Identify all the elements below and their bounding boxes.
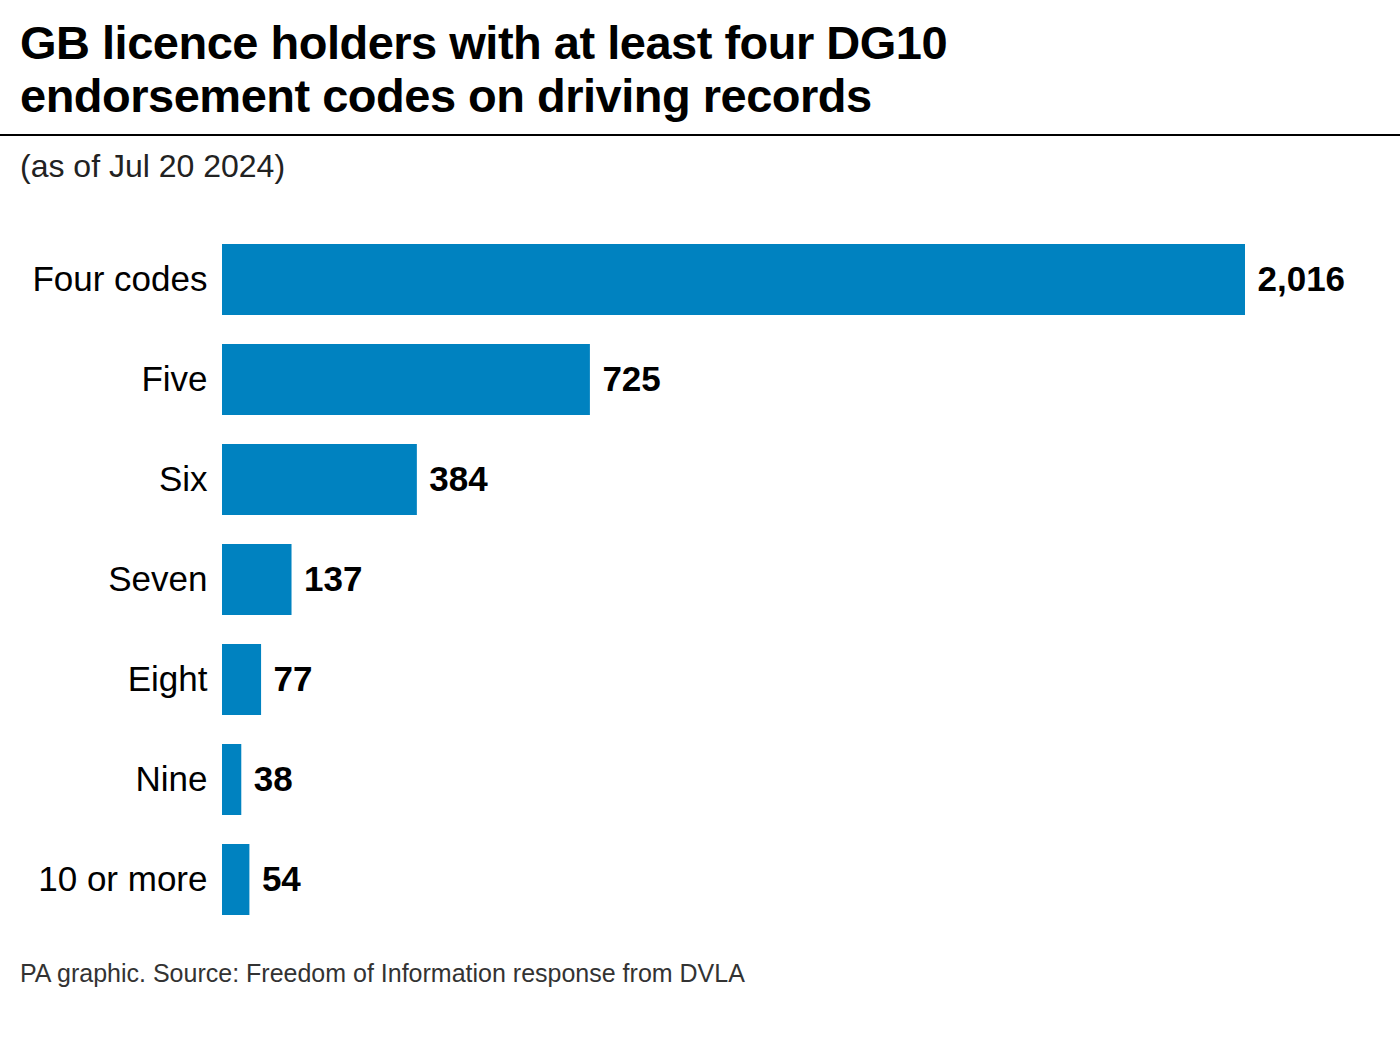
svg-text:54: 54 bbox=[262, 859, 301, 898]
svg-text:725: 725 bbox=[602, 359, 660, 398]
html-text:PA graphic. Source: Freedom of: PA graphic. Source: Freedom of Informati… bbox=[20, 959, 745, 987]
svg-text:2,016: 2,016 bbox=[1258, 259, 1346, 298]
svg-text:Six: Six bbox=[159, 459, 208, 498]
svg-text:Nine: Nine bbox=[136, 759, 208, 798]
html-text:GB licence holders with at lea: GB licence holders with at least four DG… bbox=[20, 16, 948, 122]
svg-text:Four codes: Four codes bbox=[32, 259, 207, 298]
svg-text:Five: Five bbox=[141, 359, 207, 398]
svg-text:Eight: Eight bbox=[128, 659, 208, 698]
svg-text:38: 38 bbox=[254, 759, 293, 798]
svg-text:Seven: Seven bbox=[108, 559, 207, 598]
svg-text:10 or more: 10 or more bbox=[38, 859, 207, 898]
svg-text:384: 384 bbox=[429, 459, 488, 498]
svg-text:77: 77 bbox=[274, 659, 313, 698]
svg-text:137: 137 bbox=[304, 559, 362, 598]
html-text:(as of Jul 20 2024): (as of Jul 20 2024) bbox=[20, 148, 285, 184]
